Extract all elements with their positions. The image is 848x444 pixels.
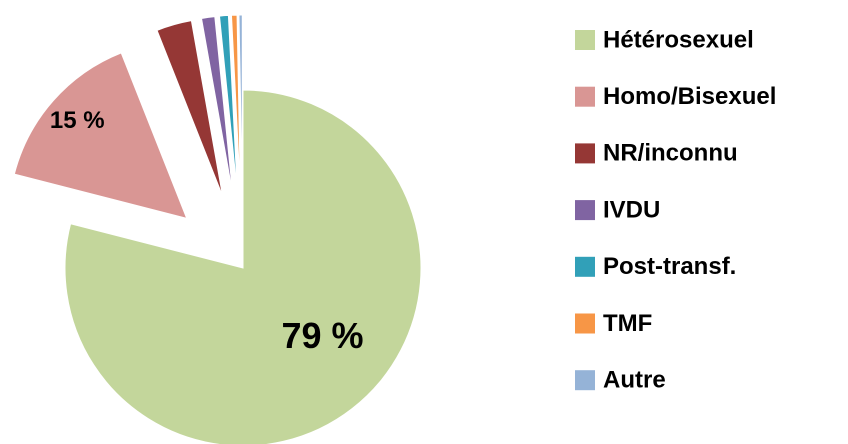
legend-label: Homo/Bisexuel xyxy=(603,83,776,110)
legend-swatch xyxy=(575,30,595,50)
legend-swatch xyxy=(575,313,595,334)
legend-label: IVDU xyxy=(603,196,660,223)
slice-label: 79 % xyxy=(282,315,364,356)
legend-label: Hétérosexuel xyxy=(603,26,754,53)
legend-label: TMF xyxy=(603,310,652,337)
pie-slice xyxy=(238,14,243,194)
legend-swatch xyxy=(575,370,595,391)
pie-slice xyxy=(156,20,224,197)
legend-swatch xyxy=(575,200,595,221)
pie-slice xyxy=(200,16,234,194)
legend-label: NR/inconnu xyxy=(603,140,738,167)
legend-swatch xyxy=(575,143,595,164)
legend-swatch xyxy=(575,86,595,107)
pie-slice xyxy=(230,14,241,194)
pie-slice xyxy=(218,14,238,194)
slice-label: 15 % xyxy=(50,107,105,134)
legend-swatch xyxy=(575,256,595,277)
legend-label: Autre xyxy=(603,367,666,394)
legend-label: Post-transf. xyxy=(603,253,736,280)
pie-slice xyxy=(64,89,422,444)
pie-slice xyxy=(13,52,188,220)
